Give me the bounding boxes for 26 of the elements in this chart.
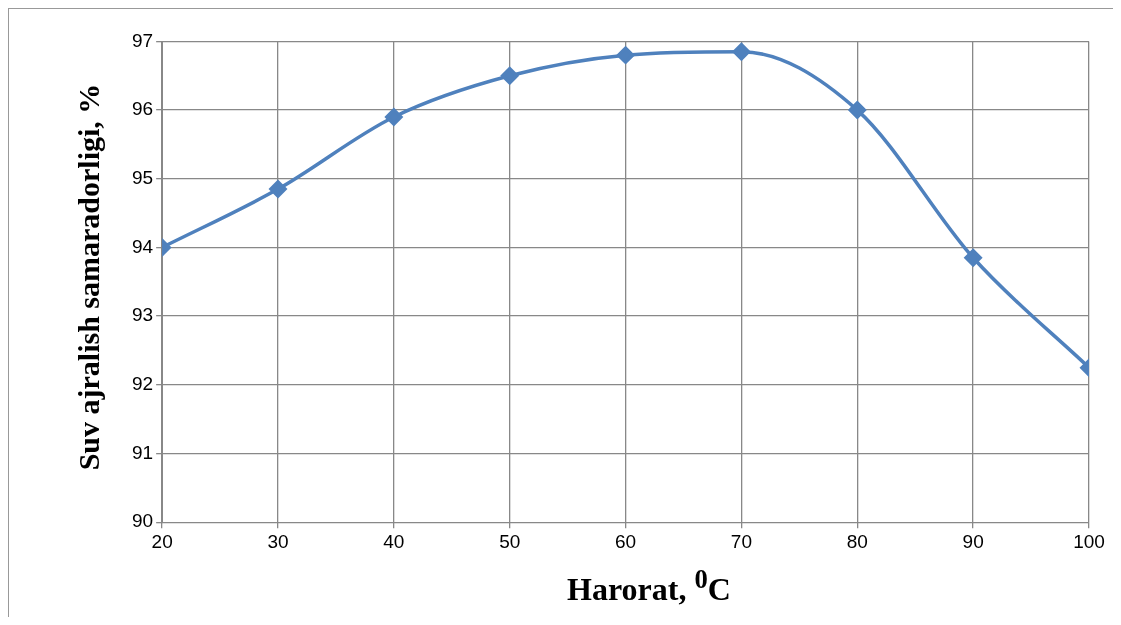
x-tick-label: 40 [383, 530, 405, 552]
y-tick-label: 95 [131, 167, 154, 189]
x-tick-label: 30 [267, 530, 289, 552]
x-tick-label: 70 [730, 530, 752, 552]
y-axis-title: Suv ajralish samaradorligi, % [71, 82, 106, 473]
point [385, 108, 403, 126]
point [269, 180, 287, 198]
point [964, 249, 982, 267]
y-tick-label: 94 [131, 235, 154, 257]
y-tick-label: 91 [131, 441, 154, 463]
x-tick-label: 20 [151, 530, 173, 552]
x-axis-title: Harorat, $^{0}$C [566, 564, 732, 608]
y-tick-label: 93 [131, 304, 154, 326]
y-tick-label: 92 [131, 373, 154, 395]
point [848, 101, 867, 119]
x-tick-label: 60 [615, 530, 637, 552]
y-tick-label: 97 [131, 29, 154, 51]
x-tick-label: 80 [846, 530, 868, 552]
point [616, 46, 635, 64]
point [732, 42, 751, 61]
y-tick-label: 90 [131, 510, 154, 532]
point [500, 66, 519, 85]
x-tick-label: 90 [962, 530, 984, 552]
x-tick-label: 100 [1073, 530, 1105, 552]
x-tick-label: 50 [499, 530, 521, 552]
y-tick-label: 96 [131, 98, 154, 120]
